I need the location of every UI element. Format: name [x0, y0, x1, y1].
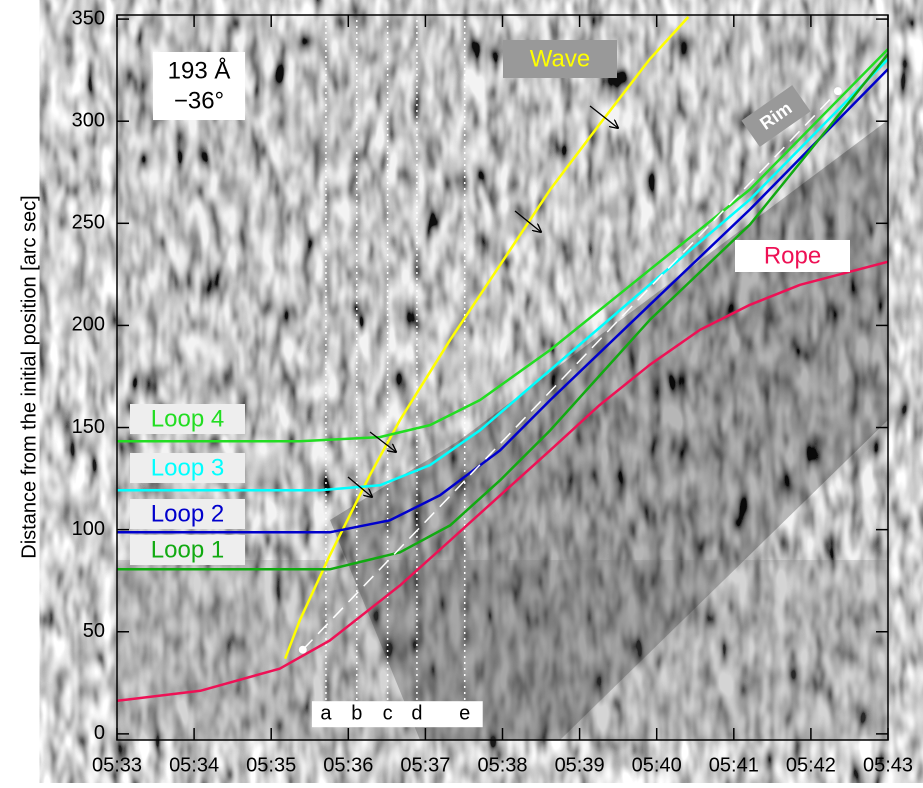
x-tick-label: 05:41	[709, 754, 759, 776]
x-tick-label: 05:39	[555, 754, 605, 776]
x-tick-label: 05:34	[169, 754, 219, 776]
x-tick-label: 05:33	[92, 754, 142, 776]
y-tick-label: 250	[72, 212, 105, 234]
series-label-box	[130, 453, 245, 483]
series-label-box	[741, 85, 811, 147]
series-label: Loop 1	[130, 535, 245, 565]
y-tick-label: 350	[72, 7, 105, 29]
series-label-text: Loop 1	[151, 536, 224, 563]
endpoint-marker	[833, 87, 842, 96]
x-tick-label: 05:36	[323, 754, 373, 776]
series-label: Loop 3	[130, 453, 245, 483]
marker-label: d	[411, 702, 422, 724]
marker-label: a	[320, 702, 332, 724]
annotation-box: 193 Å −36°	[153, 52, 245, 120]
series-label-text: Wave	[530, 45, 590, 72]
series-label-text: Loop 3	[151, 454, 224, 481]
series-label-box	[503, 40, 617, 78]
y-tick-label: 0	[94, 722, 105, 744]
series-line	[117, 68, 888, 534]
y-tick-label: 150	[72, 416, 105, 438]
marker-label-box	[311, 701, 483, 728]
series-label-text: Loop 4	[151, 405, 224, 432]
annotation: −36°	[174, 87, 224, 114]
series-label: Loop 2	[130, 499, 245, 529]
x-tick-label: 05:35	[246, 754, 296, 776]
series-line	[302, 90, 839, 651]
series-line	[117, 58, 888, 492]
y-tick-label: 300	[72, 109, 105, 131]
marker-label: b	[351, 702, 362, 724]
x-tick-label: 05:43	[863, 754, 913, 776]
series-label-box	[130, 535, 245, 565]
marker-label: c	[383, 702, 393, 724]
series-label: Loop 4	[130, 404, 245, 434]
annotation: 193 Å	[168, 56, 231, 84]
endpoint-marker	[298, 645, 307, 654]
y-tick-label: 50	[83, 620, 105, 642]
series-label-box	[130, 499, 245, 529]
x-tick-label: 05:37	[400, 754, 450, 776]
x-tick-label: 05:38	[477, 754, 527, 776]
series-line	[117, 53, 888, 571]
series-label-box	[735, 240, 850, 272]
series-label-text: Rope	[764, 242, 821, 269]
series-line	[283, 16, 690, 660]
series-label-text: Loop 2	[151, 500, 224, 527]
series-line	[117, 260, 888, 703]
series-label-box	[130, 404, 245, 434]
series-line	[117, 48, 888, 443]
y-axis-label: Distance from the initial position [arc …	[18, 195, 40, 559]
x-tick-label: 05:42	[786, 754, 836, 776]
y-tick-label: 100	[72, 518, 105, 540]
y-tick-label: 200	[72, 314, 105, 336]
arrows	[347, 105, 618, 497]
marker-label: e	[459, 702, 470, 724]
x-tick-label: 05:40	[632, 754, 682, 776]
series-label: Wave	[503, 40, 617, 78]
series-label: Rope	[735, 240, 850, 272]
